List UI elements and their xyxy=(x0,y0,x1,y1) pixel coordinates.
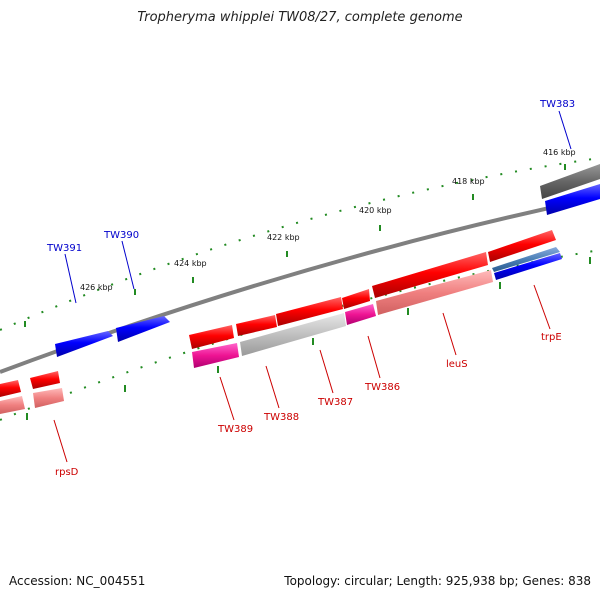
scale-ticks-outer xyxy=(0,157,600,331)
feature-left-partial[interactable] xyxy=(0,396,25,414)
scale-label-422: 422 kbp xyxy=(267,233,300,242)
feature-TW386[interactable] xyxy=(345,304,376,325)
map-title: Tropheryma whipplei TW08/27, complete ge… xyxy=(137,10,463,25)
feature-track xyxy=(0,270,493,414)
feature-leuS[interactable] xyxy=(376,270,493,315)
gene-TW383[interactable] xyxy=(545,184,600,215)
gene-trpE[interactable] xyxy=(488,230,556,262)
label-leuS[interactable]: leuS xyxy=(446,359,468,370)
label-TW387[interactable]: TW387 xyxy=(317,397,353,408)
scale-label-416: 416 kbp xyxy=(543,148,576,157)
label-trpE[interactable]: trpE xyxy=(541,332,562,343)
feature-TW389[interactable] xyxy=(192,343,239,368)
label-leaders xyxy=(53,110,572,463)
scale-ticks-inner xyxy=(0,249,600,421)
topology-text: Topology: circular; Length: 925,938 bp; … xyxy=(284,574,591,588)
gene-TW383-grey[interactable] xyxy=(540,164,600,199)
forward-strand-genes xyxy=(55,164,600,357)
label-TW390[interactable]: TW390 xyxy=(103,230,139,241)
label-TW383[interactable]: TW383 xyxy=(539,99,575,110)
feature-TW387[interactable] xyxy=(240,313,346,356)
accession-text: Accession: NC_004551 xyxy=(9,574,146,588)
gene-TW387[interactable] xyxy=(276,297,343,326)
feature-rpsD[interactable] xyxy=(33,388,64,408)
reverse-strand-genes xyxy=(0,230,556,397)
gene-TW391[interactable] xyxy=(55,331,113,357)
gene-TW390[interactable] xyxy=(116,316,170,342)
gene-trpE-steel[interactable] xyxy=(492,247,560,272)
gene-TW389[interactable] xyxy=(189,325,234,349)
gene-TW388[interactable] xyxy=(236,315,277,336)
label-TW386[interactable]: TW386 xyxy=(364,382,400,393)
scale-label-418: 418 kbp xyxy=(452,177,485,186)
gene-leuS[interactable] xyxy=(372,252,488,298)
scale-label-424: 424 kbp xyxy=(174,259,207,268)
scale-label-426: 426 kbp xyxy=(80,283,113,292)
gene-left-partial[interactable] xyxy=(0,380,21,397)
gene-rpsD[interactable] xyxy=(30,371,60,389)
label-TW389[interactable]: TW389 xyxy=(217,424,253,435)
gene-TW386[interactable] xyxy=(342,289,370,309)
gene-trpE-blue[interactable] xyxy=(494,253,562,280)
label-TW388[interactable]: TW388 xyxy=(263,412,299,423)
scale-label-420: 420 kbp xyxy=(359,206,392,215)
label-TW391[interactable]: TW391 xyxy=(46,243,82,254)
label-rpsD[interactable]: rpsD xyxy=(55,467,79,478)
